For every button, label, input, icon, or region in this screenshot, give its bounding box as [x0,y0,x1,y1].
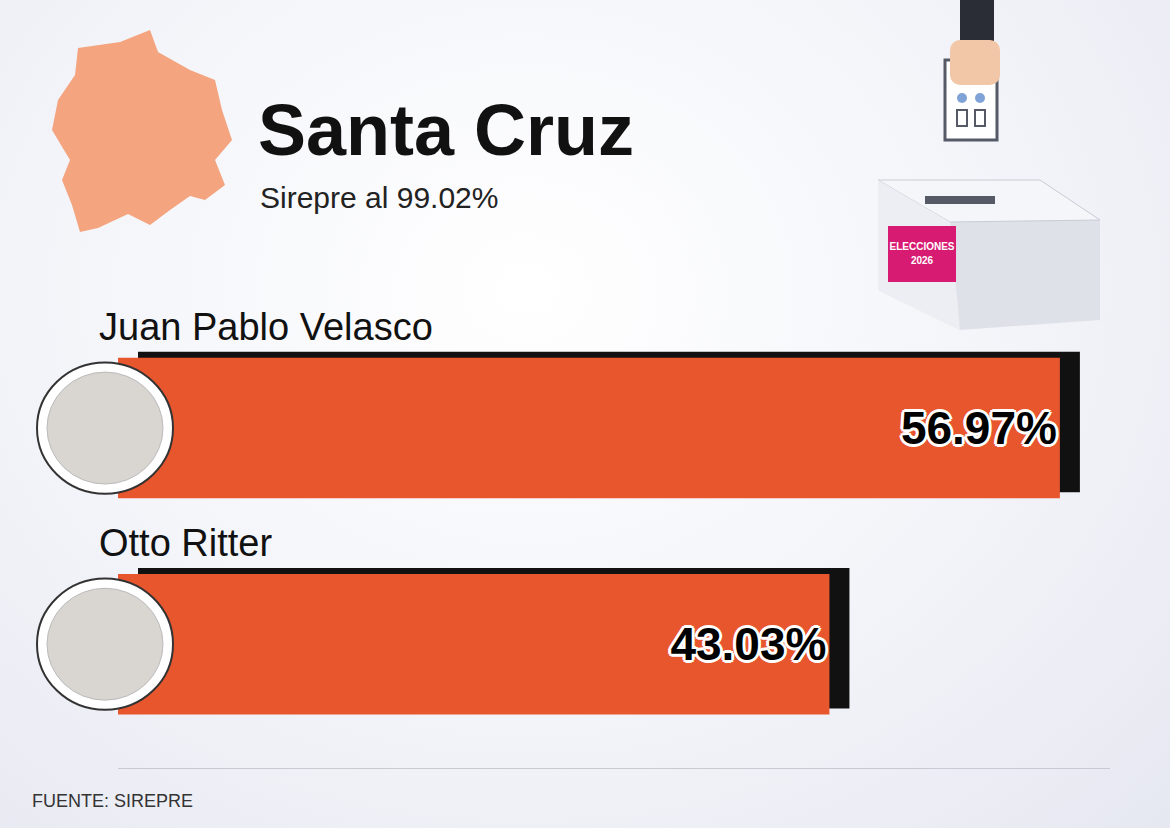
svg-text:Sirepre al 99.02%: Sirepre al 99.02% [260,181,498,214]
svg-text:ELECCIONES: ELECCIONES [889,241,954,252]
svg-text:Juan Pablo Velasco: Juan Pablo Velasco [99,306,433,348]
svg-text:2026: 2026 [911,255,934,266]
svg-text:FUENTE: SIREPRE: FUENTE: SIREPRE [32,791,193,811]
svg-text:43.03%: 43.03% [670,618,826,670]
svg-text:56.97%: 56.97% [901,402,1057,454]
svg-text:Santa Cruz: Santa Cruz [258,90,634,170]
svg-text:Otto Ritter: Otto Ritter [99,522,272,564]
